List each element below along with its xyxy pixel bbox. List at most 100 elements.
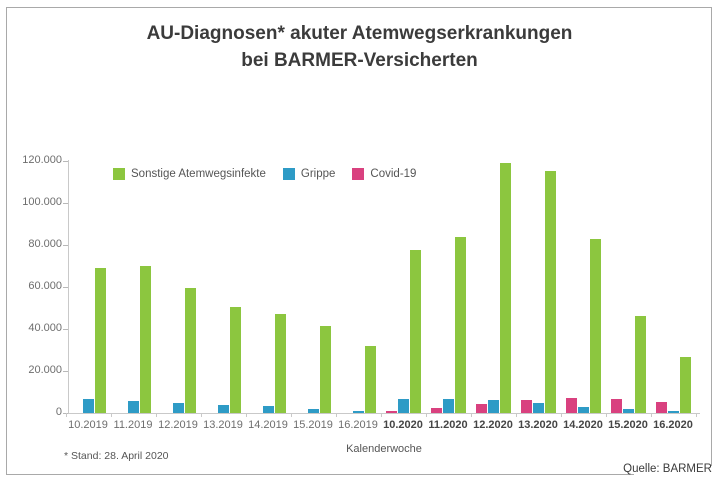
y-tick-label: 20.000 [28, 364, 62, 376]
x-category-label: 12.2019 [158, 419, 198, 431]
x-tick-mark [335, 413, 337, 417]
bar-covid-19 [431, 408, 442, 413]
bar-sonstige-atemwegsinfekte [545, 171, 556, 413]
source-label: Quelle: BARMER [623, 463, 712, 475]
x-category-label: 12.2020 [473, 419, 513, 431]
legend-swatch-icon [113, 168, 125, 180]
frame-border-top [6, 7, 711, 8]
bar-sonstige-atemwegsinfekte [230, 307, 241, 413]
x-tick-mark [605, 413, 607, 417]
frame-border-bottom [6, 474, 634, 475]
x-category-label: 10.2020 [383, 419, 423, 431]
x-tick-mark [65, 413, 67, 417]
bar-grippe [353, 411, 364, 413]
chart-title-line2: bei BARMER-Versicherten [241, 50, 478, 71]
x-category-label: 16.2019 [338, 419, 378, 431]
bar-grippe [398, 399, 409, 413]
bar-grippe [308, 409, 319, 413]
bar-sonstige-atemwegsinfekte [680, 357, 691, 413]
legend-item: Sonstige Atemwegsinfekte [113, 168, 266, 180]
x-tick-mark [560, 413, 562, 417]
y-tick-label: 80.000 [28, 238, 62, 250]
bar-covid-19 [566, 398, 577, 413]
legend-label: Covid-19 [370, 168, 417, 180]
y-axis [68, 160, 69, 413]
bar-grippe [128, 401, 139, 413]
bar-sonstige-atemwegsinfekte [455, 237, 466, 413]
bar-grippe [533, 403, 544, 413]
bar-covid-19 [386, 411, 397, 413]
y-tick-mark [63, 287, 68, 288]
x-tick-mark [290, 413, 292, 417]
bar-sonstige-atemwegsinfekte [140, 266, 151, 413]
frame-border-left [6, 7, 7, 475]
bar-sonstige-atemwegsinfekte [275, 314, 286, 413]
y-tick-label: 120.000 [22, 154, 62, 166]
y-tick-mark [63, 329, 68, 330]
bar-grippe [488, 400, 499, 413]
x-category-label: 15.2020 [608, 419, 648, 431]
legend-label: Sonstige Atemwegsinfekte [131, 168, 266, 180]
legend-swatch-icon [282, 168, 295, 180]
x-category-label: 11.2019 [113, 419, 153, 431]
footnote: * Stand: 28. April 2020 [64, 450, 169, 462]
legend-item: Grippe [282, 168, 336, 180]
x-category-label: 15.2019 [293, 419, 333, 431]
bar-grippe [83, 399, 94, 413]
bar-grippe [263, 406, 274, 413]
legend: Sonstige Atemwegsinfekte Grippe Covid-19 [113, 168, 416, 180]
x-category-label: 13.2020 [518, 419, 558, 431]
bar-sonstige-atemwegsinfekte [185, 288, 196, 413]
bar-sonstige-atemwegsinfekte [95, 268, 106, 413]
bar-grippe [668, 411, 679, 413]
x-axis-title: Kalenderwoche [346, 443, 422, 455]
bar-grippe [578, 407, 589, 413]
bar-covid-19 [521, 400, 532, 413]
bar-covid-19 [656, 402, 667, 413]
bar-grippe [173, 403, 184, 413]
bar-sonstige-atemwegsinfekte [365, 346, 376, 413]
bar-covid-19 [476, 404, 487, 413]
x-tick-mark [155, 413, 157, 417]
bar-grippe [443, 399, 454, 413]
x-tick-mark [245, 413, 247, 417]
chart-title-line1: AU-Diagnosen* akuter Atemwegserkrankunge… [146, 23, 573, 44]
x-category-label: 14.2019 [248, 419, 288, 431]
bar-grippe [218, 405, 229, 413]
y-tick-label: 60.000 [28, 280, 62, 292]
y-tick-mark [63, 371, 68, 372]
x-tick-mark [695, 413, 697, 417]
bar-grippe [623, 409, 634, 413]
x-tick-mark [110, 413, 112, 417]
y-tick-mark [63, 245, 68, 246]
bar-sonstige-atemwegsinfekte [590, 239, 601, 413]
x-tick-mark [515, 413, 517, 417]
y-tick-label: 40.000 [28, 322, 62, 334]
x-axis [68, 413, 700, 414]
x-tick-mark [200, 413, 202, 417]
x-category-label: 10.2019 [68, 419, 108, 431]
x-category-label: 16.2020 [653, 419, 693, 431]
y-tick-mark [63, 161, 68, 162]
x-tick-mark [425, 413, 427, 417]
x-tick-mark [470, 413, 472, 417]
y-tick-label: 100.000 [22, 196, 62, 208]
y-tick-label: 0 [55, 406, 62, 418]
y-tick-mark [63, 203, 68, 204]
x-tick-mark [380, 413, 382, 417]
legend-label: Grippe [300, 168, 336, 180]
legend-item: Covid-19 [352, 168, 416, 180]
bar-sonstige-atemwegsinfekte [320, 326, 331, 413]
bar-sonstige-atemwegsinfekte [410, 250, 421, 413]
bar-sonstige-atemwegsinfekte [635, 316, 646, 413]
x-category-label: 11.2020 [428, 419, 468, 431]
bar-covid-19 [611, 399, 622, 413]
x-tick-mark [650, 413, 652, 417]
bar-sonstige-atemwegsinfekte [500, 163, 511, 413]
x-category-label: 13.2019 [203, 419, 243, 431]
x-category-label: 14.2020 [563, 419, 603, 431]
chart-title: AU-Diagnosen* akuter Atemwegserkrankunge… [0, 20, 719, 74]
legend-swatch-icon [352, 168, 365, 180]
frame-border-right [711, 7, 712, 466]
